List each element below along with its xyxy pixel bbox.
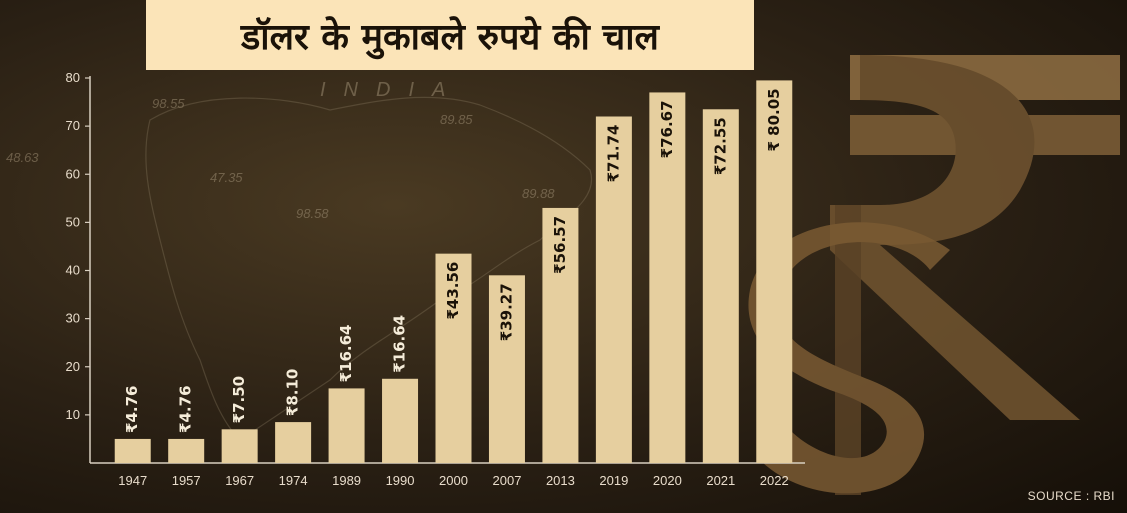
source-label: SOURCE : RBI bbox=[1027, 489, 1115, 503]
rupee-icon bbox=[830, 55, 1120, 420]
bg-text-2: 48.63 bbox=[6, 150, 39, 165]
chart-title: डॉलर के मुकाबले रुपये की चाल bbox=[241, 16, 659, 58]
y-tick-label: 70 bbox=[66, 118, 80, 133]
bar bbox=[275, 422, 312, 463]
bar bbox=[595, 116, 632, 463]
y-tick-label: 50 bbox=[66, 214, 80, 229]
x-tick-label: 1967 bbox=[225, 473, 254, 488]
x-tick-label: 1957 bbox=[172, 473, 201, 488]
x-tick-label: 2020 bbox=[653, 473, 682, 488]
data-label: ₹4.76 bbox=[177, 385, 195, 432]
x-tick-label: 2007 bbox=[493, 473, 522, 488]
data-label: ₹7.50 bbox=[230, 376, 248, 423]
bg-text-6: 89.88 bbox=[522, 186, 555, 201]
x-tick-label: 1974 bbox=[279, 473, 308, 488]
bar bbox=[382, 378, 419, 463]
x-tick-label: 2000 bbox=[439, 473, 468, 488]
x-tick-label: 1989 bbox=[332, 473, 361, 488]
bar bbox=[435, 253, 472, 463]
data-label: ₹8.10 bbox=[284, 369, 302, 416]
data-label: ₹56.57 bbox=[551, 216, 569, 274]
bar bbox=[649, 92, 686, 463]
data-label: ₹76.67 bbox=[658, 100, 676, 158]
x-tick-label: 2013 bbox=[546, 473, 575, 488]
bar bbox=[542, 207, 579, 463]
data-label: ₹43.56 bbox=[444, 262, 462, 320]
data-label: ₹16.64 bbox=[337, 325, 355, 383]
data-label: ₹ 80.05 bbox=[765, 88, 783, 151]
bg-text-india: INDIA bbox=[320, 79, 463, 101]
data-label: ₹39.27 bbox=[497, 283, 515, 341]
bar bbox=[114, 438, 151, 463]
y-tick-label: 80 bbox=[66, 70, 80, 85]
bar bbox=[221, 429, 258, 463]
x-tick-label: 1990 bbox=[386, 473, 415, 488]
data-label: ₹16.64 bbox=[391, 315, 409, 373]
data-label: ₹71.74 bbox=[604, 125, 622, 183]
x-tick-label: 1947 bbox=[118, 473, 147, 488]
title-banner: डॉलर के मुकाबले रुपये की चाल bbox=[146, 0, 754, 70]
dollar-icon bbox=[748, 205, 950, 495]
bg-text-5: 98.58 bbox=[296, 206, 329, 221]
bar bbox=[702, 109, 739, 463]
x-tick-label: 2019 bbox=[599, 473, 628, 488]
x-tick-label: 2022 bbox=[760, 473, 789, 488]
bg-text-4: 47.35 bbox=[210, 170, 243, 185]
bg-text-1: 98.55 bbox=[152, 96, 185, 111]
data-label: ₹72.55 bbox=[711, 117, 729, 175]
y-tick-label: 60 bbox=[66, 166, 80, 181]
bar bbox=[328, 388, 365, 463]
bg-text-3: 89.85 bbox=[440, 112, 473, 127]
bar bbox=[488, 275, 525, 463]
x-tick-label: 2021 bbox=[706, 473, 735, 488]
y-tick-label: 30 bbox=[66, 311, 80, 326]
data-label: ₹4.76 bbox=[123, 385, 141, 432]
y-tick-label: 20 bbox=[66, 359, 80, 374]
y-tick-label: 10 bbox=[66, 407, 80, 422]
bar bbox=[168, 438, 205, 463]
bar bbox=[756, 80, 793, 463]
y-tick-label: 40 bbox=[66, 263, 80, 278]
